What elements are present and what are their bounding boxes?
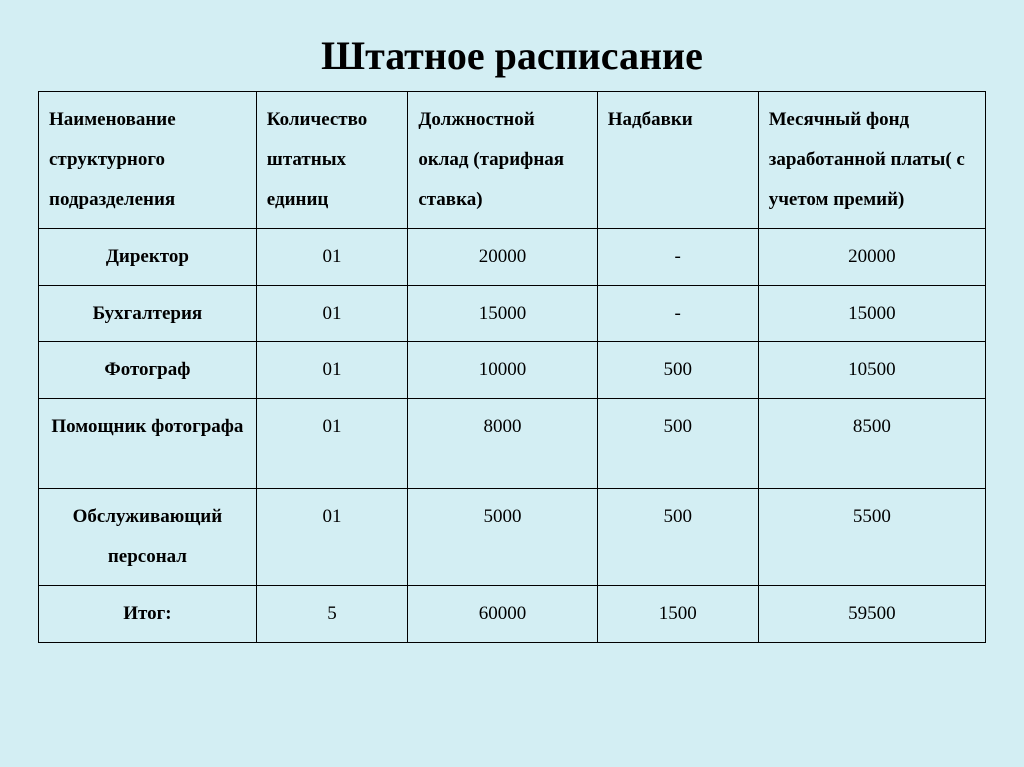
col-header-salary: Должностной оклад (тарифная ставка) — [408, 92, 597, 229]
table-row: Обслуживающий персонал0150005005500 — [39, 489, 986, 586]
cell-name: Директор — [39, 228, 257, 285]
cell-name: Помощник фотографа — [39, 399, 257, 489]
cell-bonus: 500 — [597, 399, 758, 489]
cell-name: Бухгалтерия — [39, 285, 257, 342]
cell-fund: 8500 — [758, 399, 985, 489]
cell-salary: 10000 — [408, 342, 597, 399]
cell-fund: 5500 — [758, 489, 985, 586]
cell-bonus: 500 — [597, 489, 758, 586]
cell-count: 01 — [256, 228, 408, 285]
col-header-count: Количество штатных единиц — [256, 92, 408, 229]
cell-count: 01 — [256, 342, 408, 399]
cell-name: Фотограф — [39, 342, 257, 399]
cell-salary: 8000 — [408, 399, 597, 489]
cell-count: 01 — [256, 489, 408, 586]
cell-fund: 20000 — [758, 228, 985, 285]
cell-salary: 20000 — [408, 228, 597, 285]
cell-fund: 10500 — [758, 342, 985, 399]
table-header-row: Наименование структурного подразделения … — [39, 92, 986, 229]
page-title: Штатное расписание — [38, 32, 986, 79]
cell-name: Итог: — [39, 586, 257, 643]
col-header-fund: Месячный фонд заработанной платы( с учет… — [758, 92, 985, 229]
table-row: Итог:560000150059500 — [39, 586, 986, 643]
cell-bonus: - — [597, 285, 758, 342]
cell-salary: 5000 — [408, 489, 597, 586]
cell-count: 5 — [256, 586, 408, 643]
cell-bonus: 500 — [597, 342, 758, 399]
table-body: Директор0120000-20000Бухгалтерия0115000-… — [39, 228, 986, 642]
cell-fund: 15000 — [758, 285, 985, 342]
cell-bonus: 1500 — [597, 586, 758, 643]
col-header-bonus: Надбавки — [597, 92, 758, 229]
cell-bonus: - — [597, 228, 758, 285]
staffing-table: Наименование структурного подразделения … — [38, 91, 986, 643]
cell-salary: 60000 — [408, 586, 597, 643]
cell-salary: 15000 — [408, 285, 597, 342]
cell-name: Обслуживающий персонал — [39, 489, 257, 586]
table-row: Бухгалтерия0115000-15000 — [39, 285, 986, 342]
table-row: Помощник фотографа0180005008500 — [39, 399, 986, 489]
cell-count: 01 — [256, 399, 408, 489]
cell-count: 01 — [256, 285, 408, 342]
table-row: Директор0120000-20000 — [39, 228, 986, 285]
cell-fund: 59500 — [758, 586, 985, 643]
col-header-name: Наименование структурного подразделения — [39, 92, 257, 229]
table-row: Фотограф011000050010500 — [39, 342, 986, 399]
